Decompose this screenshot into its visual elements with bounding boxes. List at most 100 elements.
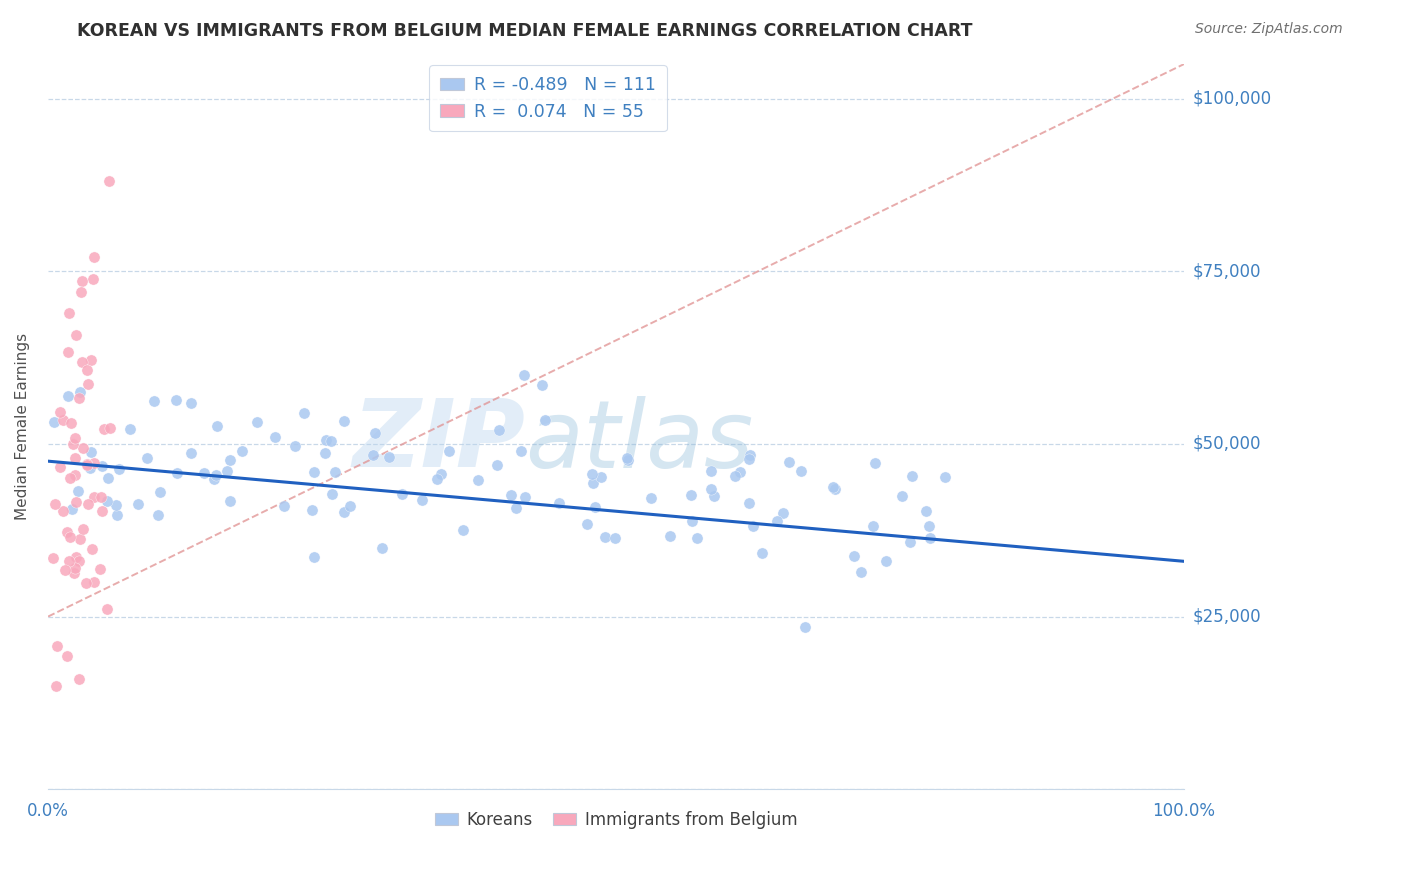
Point (391, 487, 413, 501)
Point (505, 500, 527, 515)
Point (728, 465, 751, 479)
Point (751, 546, 773, 560)
Point (900, 535, 922, 549)
Point (914, 504, 936, 518)
Text: $50,000: $50,000 (1192, 435, 1261, 453)
Point (65, 495, 87, 509)
Point (264, 430, 287, 444)
Point (76, 363, 98, 377)
Point (98, 174, 121, 188)
Point (44, 497, 66, 511)
Point (370, 541, 392, 555)
Point (486, 458, 509, 472)
Point (127, 497, 149, 511)
Point (361, 448, 384, 462)
Point (273, 499, 295, 513)
Text: $100,000: $100,000 (1192, 89, 1271, 108)
Point (581, 475, 603, 490)
Point (703, 489, 725, 503)
Point (363, 425, 385, 440)
Point (204, 468, 226, 483)
Point (875, 554, 897, 568)
Point (426, 471, 449, 485)
Point (118, 422, 141, 436)
Point (83, 251, 105, 265)
Point (790, 464, 813, 478)
Point (105, 499, 128, 513)
Point (323, 465, 346, 479)
Point (589, 470, 612, 484)
Point (685, 531, 707, 545)
Point (70, 274, 93, 288)
Point (80, 353, 103, 368)
Point (738, 452, 761, 467)
Point (304, 466, 326, 480)
Point (66, 484, 89, 499)
Point (53, 564, 76, 578)
Point (65, 561, 87, 575)
Point (488, 423, 510, 437)
Point (302, 549, 325, 564)
Point (90, 458, 112, 473)
Text: $75,000: $75,000 (1192, 262, 1261, 280)
Point (824, 483, 846, 497)
Point (772, 507, 794, 521)
Point (640, 491, 662, 505)
Point (72, 522, 94, 536)
Point (231, 443, 253, 458)
Point (42, 550, 65, 565)
Point (219, 452, 242, 467)
Point (65, 327, 87, 342)
Point (69, 532, 91, 546)
Point (136, 451, 159, 466)
Point (467, 473, 489, 487)
Point (67, 672, 90, 686)
Point (603, 532, 626, 546)
Point (76, 457, 98, 471)
Point (108, 461, 131, 475)
Point (93, 422, 115, 436)
Point (499, 488, 522, 502)
Point (437, 443, 460, 458)
Point (778, 455, 800, 469)
Point (918, 518, 941, 533)
Point (193, 466, 215, 480)
Point (149, 484, 172, 499)
Point (301, 503, 323, 517)
Point (97, 470, 120, 484)
Point (59, 531, 82, 545)
Point (45, 679, 67, 693)
Point (82, 271, 104, 285)
Point (321, 487, 343, 501)
Text: Source: ZipAtlas.com: Source: ZipAtlas.com (1195, 22, 1343, 37)
Point (205, 419, 228, 434)
Point (430, 467, 453, 481)
Point (52, 413, 75, 427)
Point (863, 456, 886, 470)
Point (844, 549, 866, 563)
Point (314, 446, 336, 460)
Point (80, 541, 103, 556)
Point (166, 466, 188, 480)
Point (56, 525, 79, 540)
Point (83, 491, 105, 505)
Point (44, 416, 66, 430)
Text: atlas: atlas (526, 396, 754, 487)
Point (96, 493, 118, 508)
Point (49, 460, 72, 475)
Point (60, 416, 83, 430)
Point (510, 444, 533, 458)
Point (65, 550, 87, 565)
Point (58, 306, 80, 320)
Point (69, 384, 91, 399)
Point (83, 456, 105, 470)
Point (146, 508, 169, 523)
Point (63, 451, 86, 466)
Point (862, 519, 884, 533)
Point (83, 575, 105, 590)
Point (63, 468, 86, 483)
Point (617, 452, 640, 467)
Point (143, 394, 166, 409)
Point (581, 467, 603, 481)
Point (105, 508, 128, 522)
